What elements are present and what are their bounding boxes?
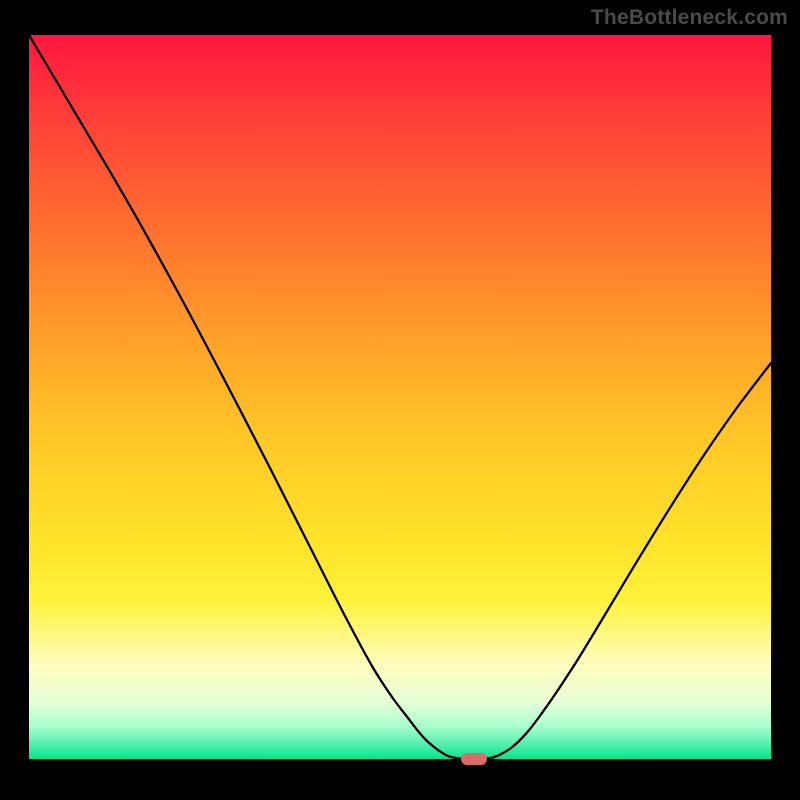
bottleneck-curve [29, 35, 771, 759]
bottleneck-marker [461, 753, 487, 765]
curve-layer [0, 0, 800, 800]
markers-group [461, 753, 487, 765]
chart-frame: TheBottleneck.com [0, 0, 800, 800]
watermark-text: TheBottleneck.com [591, 6, 788, 30]
